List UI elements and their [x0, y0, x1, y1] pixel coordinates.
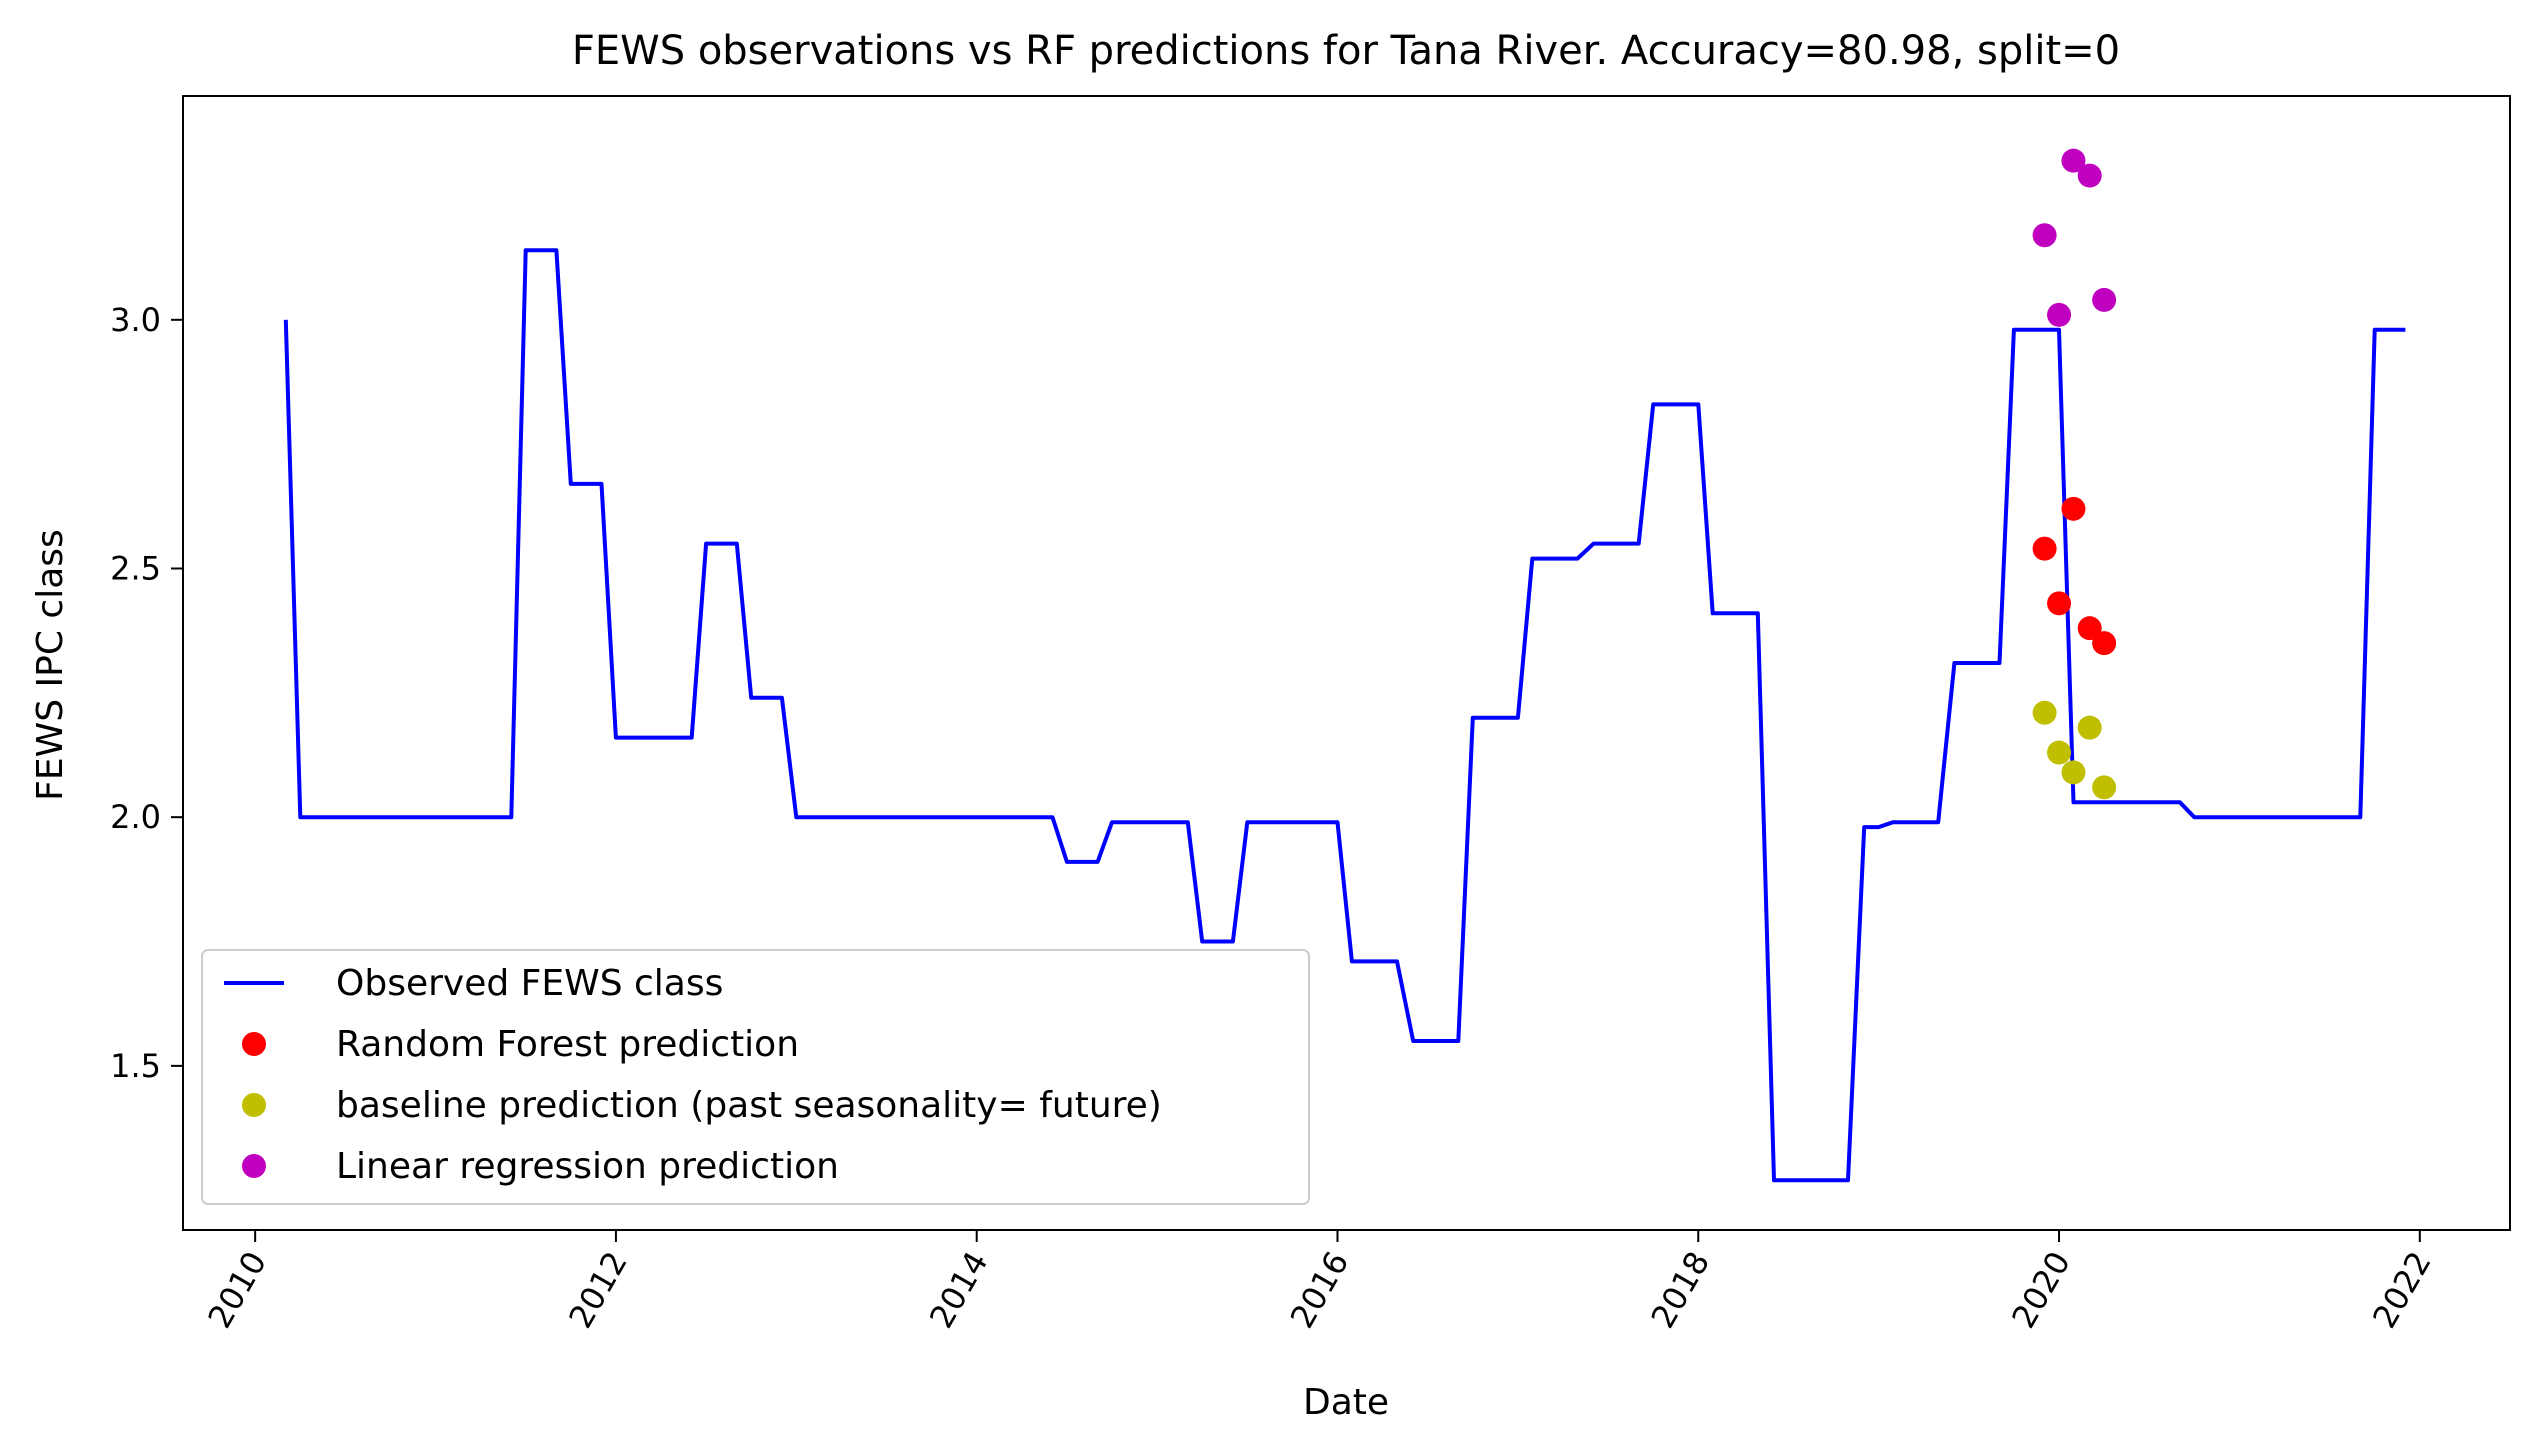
rf-prediction-point — [2047, 591, 2072, 616]
legend-label: Observed FEWS class — [336, 963, 723, 1004]
y-tick-label: 2.0 — [110, 798, 161, 836]
legend-label: Linear regression prediction — [336, 1146, 839, 1187]
rf-prediction-point — [2061, 496, 2086, 521]
baseline-prediction-point — [2061, 760, 2086, 785]
legend-swatch-marker — [242, 1093, 266, 1117]
baseline-prediction-point — [2092, 775, 2117, 800]
legend-label: Random Forest prediction — [336, 1024, 799, 1065]
legend-swatch-marker — [242, 1154, 266, 1178]
chart-marks — [283, 148, 2406, 1183]
linear-regression-point — [2032, 223, 2057, 248]
y-axis-title: FEWS IPC class — [30, 529, 71, 801]
rf-prediction-point — [2092, 631, 2117, 656]
legend-label: baseline prediction (past seasonality= f… — [336, 1085, 1162, 1126]
y-tick-label: 1.5 — [110, 1047, 161, 1085]
linear-regression-point — [2061, 148, 2086, 173]
baseline-prediction-point — [2077, 715, 2102, 740]
baseline-prediction-point — [2047, 740, 2072, 765]
x-axis-title: Date — [1303, 1382, 1389, 1423]
baseline-prediction-point — [2032, 700, 2057, 725]
rf-prediction-point — [2032, 536, 2057, 561]
linear-regression-point — [2047, 302, 2072, 327]
linear-regression-point — [2092, 287, 2117, 312]
rf-prediction-point — [2077, 616, 2102, 641]
legend: Observed FEWS class Random Forest predict… — [201, 949, 1310, 1205]
legend-box — [201, 949, 1310, 1205]
linear-regression-point — [2077, 163, 2102, 188]
axes-frame — [182, 95, 2511, 1231]
chart-title: FEWS observations vs RF predictions for … — [572, 28, 2120, 74]
observed-fews-line — [283, 248, 2406, 1183]
legend-swatch-marker — [242, 1032, 266, 1056]
y-axis-ticks: 1.5 2.0 2.5 3.0 — [110, 301, 183, 1085]
y-tick-label: 3.0 — [110, 301, 161, 339]
y-tick-label: 2.5 — [110, 550, 161, 588]
